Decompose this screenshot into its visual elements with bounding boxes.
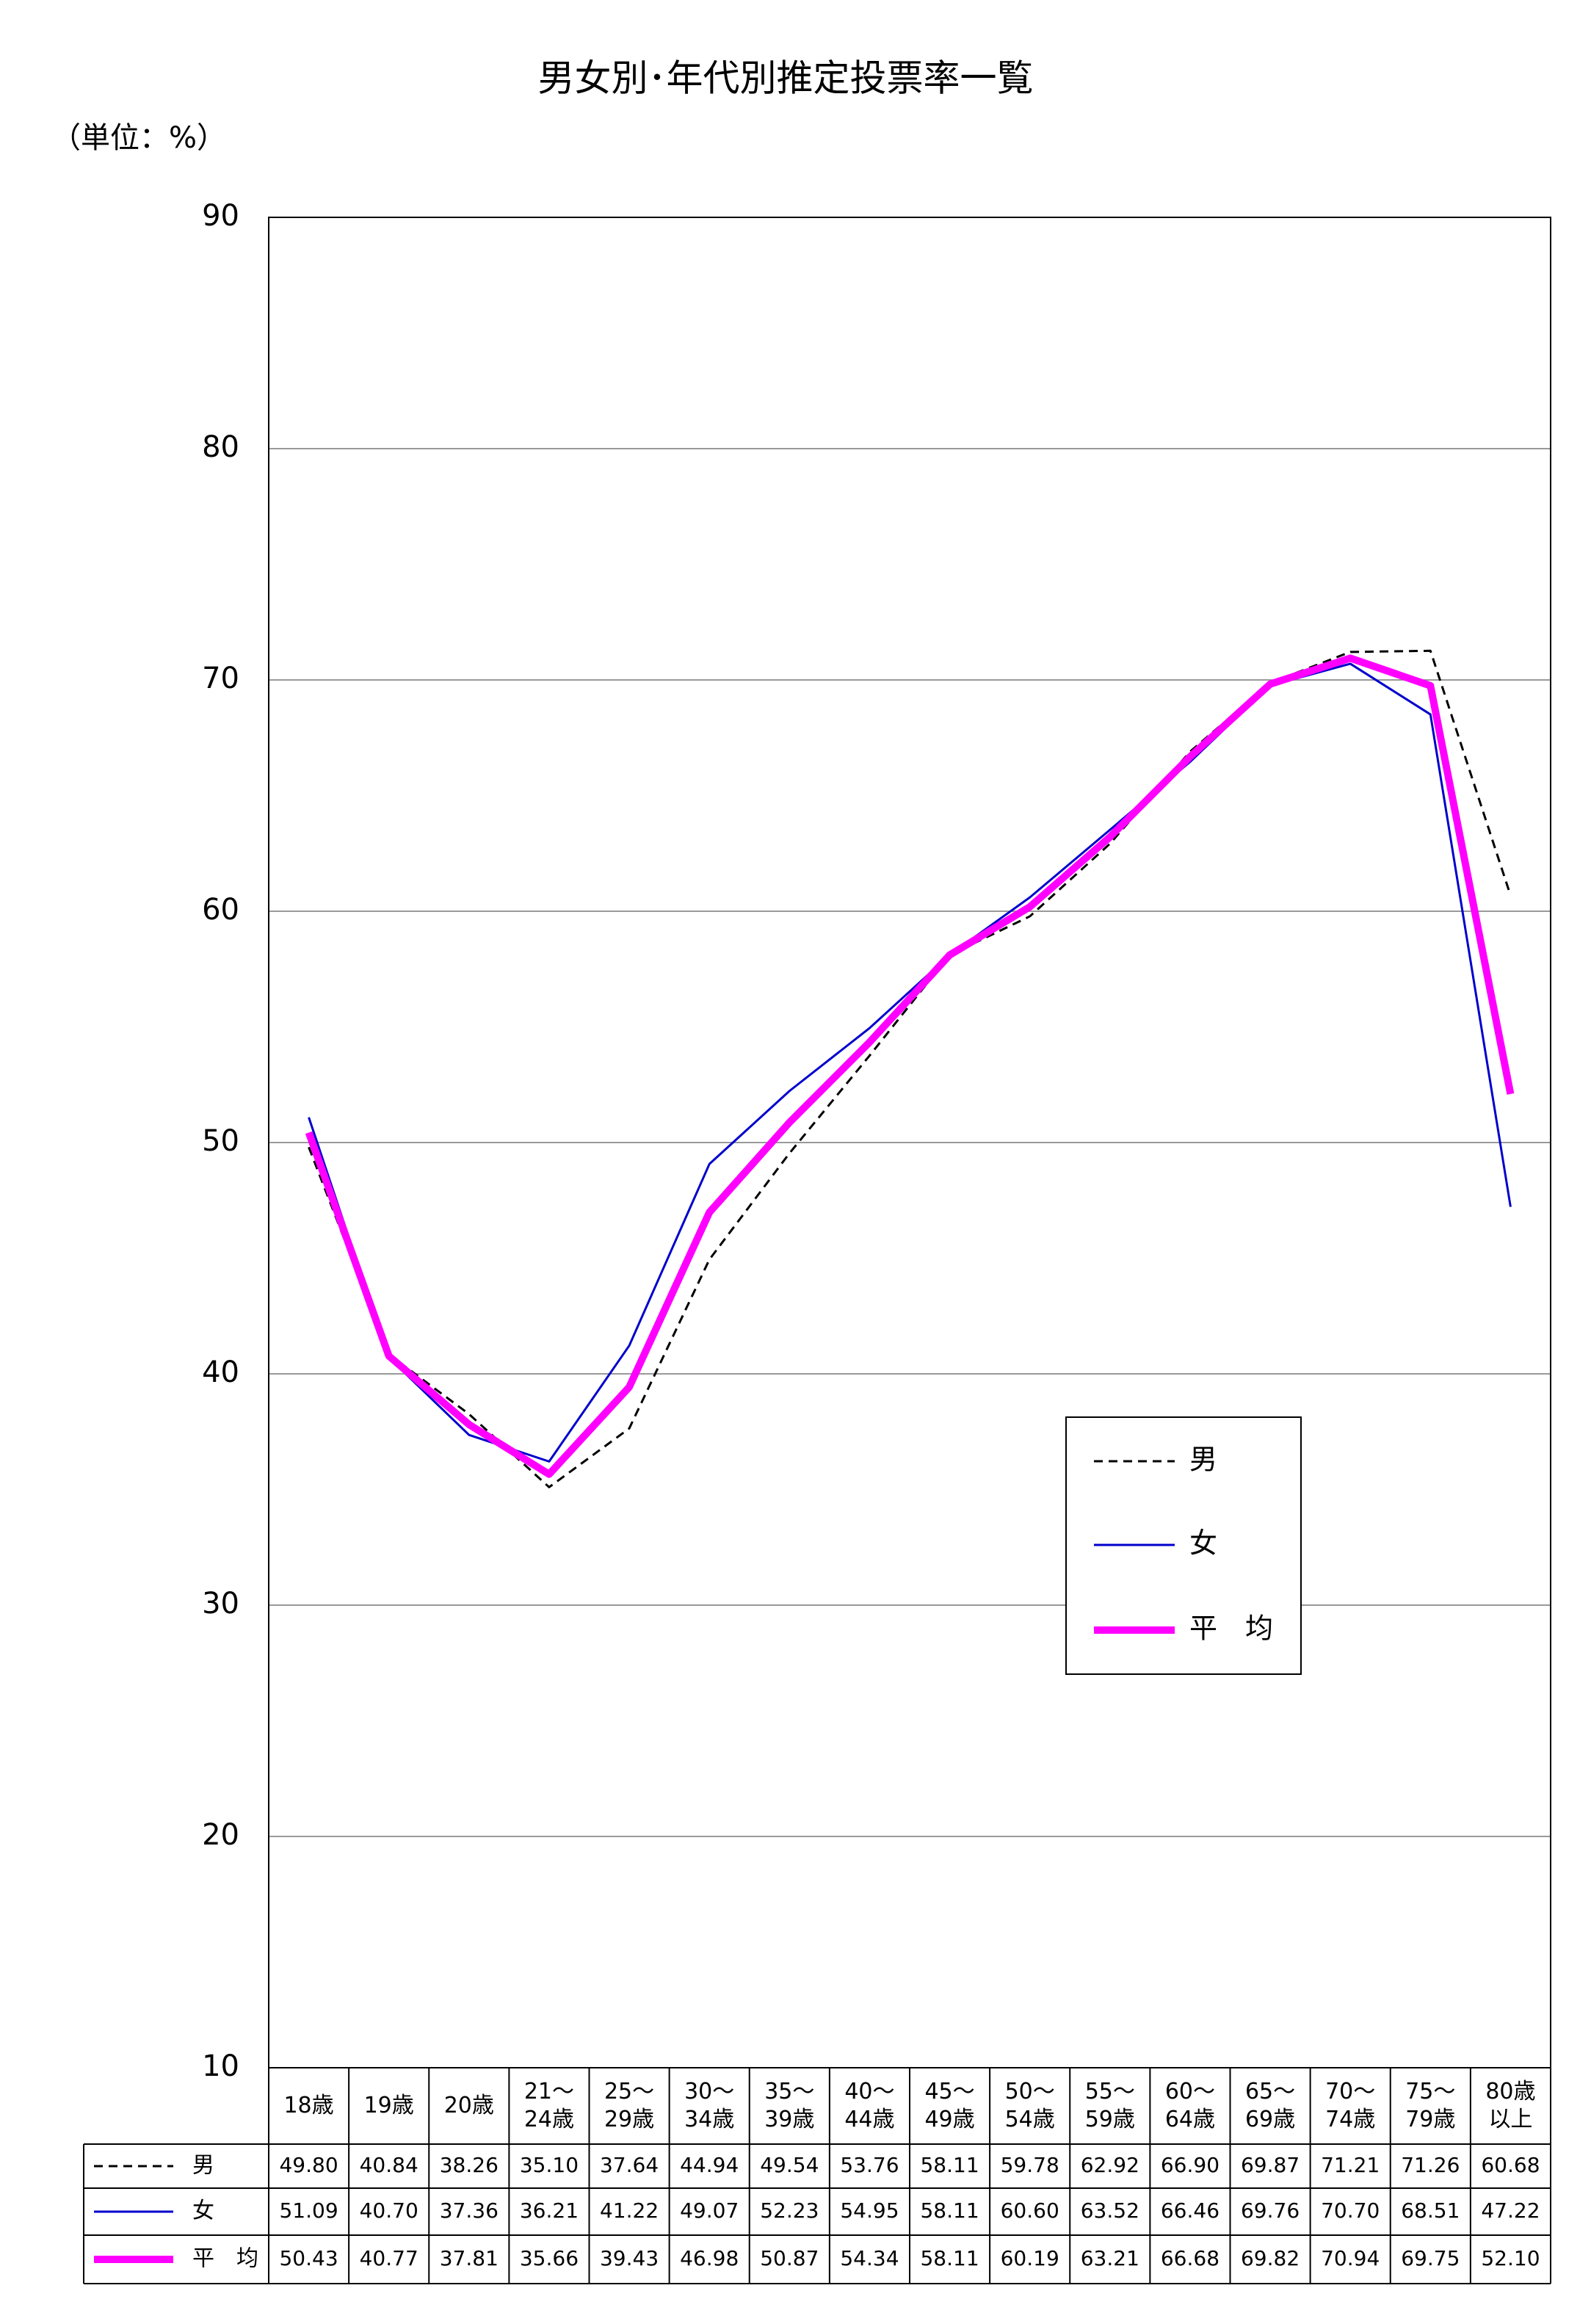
table-value: 54.95	[840, 2198, 899, 2223]
table-value: 49.07	[680, 2198, 739, 2223]
x-tick-label: 65～ 69歳	[1245, 2079, 1295, 2132]
table-value: 37.81	[440, 2246, 499, 2270]
table-value: 40.84	[360, 2153, 418, 2177]
x-tick-label: 21～ 24歳	[524, 2079, 574, 2132]
table-value: 50.87	[760, 2246, 819, 2270]
table-value: 36.21	[520, 2198, 579, 2223]
y-tick-label: 20	[202, 1818, 239, 1852]
table-value: 47.22	[1481, 2198, 1540, 2223]
table-value: 49.80	[279, 2153, 338, 2177]
table-value: 53.76	[840, 2153, 899, 2177]
table-value: 52.10	[1481, 2246, 1540, 2270]
x-tick-label: 75～ 79歳	[1405, 2079, 1455, 2132]
chart-title: 男女別･年代別推定投票率一覧	[538, 57, 1034, 100]
table-value: 66.68	[1161, 2246, 1219, 2270]
table-value: 60.60	[1001, 2198, 1059, 2223]
table-value: 63.52	[1081, 2198, 1139, 2223]
table-value: 51.09	[279, 2198, 338, 2223]
x-tick-label: 35～ 39歳	[764, 2079, 814, 2132]
table-value: 39.43	[600, 2246, 659, 2270]
table-value: 68.51	[1401, 2198, 1460, 2223]
table-value: 69.76	[1241, 2198, 1300, 2223]
x-tick-label: 40～ 44歳	[844, 2079, 894, 2132]
table-value: 44.94	[680, 2153, 739, 2177]
legend-label: 女	[1189, 1527, 1217, 1560]
x-tick-label: 45～ 49歳	[924, 2079, 974, 2132]
y-tick-label: 30	[202, 1587, 239, 1621]
table-value: 70.94	[1321, 2246, 1380, 2270]
table-value: 60.19	[1001, 2246, 1059, 2270]
table-value: 35.10	[520, 2153, 579, 2177]
table-value: 58.11	[920, 2198, 979, 2223]
table-value: 40.70	[360, 2198, 418, 2223]
table-value: 52.23	[760, 2198, 819, 2223]
x-tick-label: 20歳	[444, 2093, 494, 2118]
series-line	[305, 654, 1515, 1478]
table-value: 70.70	[1321, 2198, 1380, 2223]
table-value: 35.66	[520, 2246, 579, 2270]
table-value: 37.64	[600, 2153, 659, 2177]
table-value: 49.54	[760, 2153, 819, 2177]
table-series-name: 男	[192, 2153, 214, 2179]
table-value: 40.77	[360, 2246, 418, 2270]
unit-label: （単位：%）	[51, 121, 226, 155]
table-value: 37.36	[440, 2198, 499, 2223]
table-value: 71.21	[1321, 2153, 1380, 2177]
table-value: 46.98	[680, 2246, 739, 2270]
table-value: 58.11	[920, 2246, 979, 2270]
table-value: 71.26	[1401, 2153, 1460, 2177]
table-value: 38.26	[440, 2153, 499, 2177]
table-value: 58.11	[920, 2153, 979, 2177]
x-tick-label: 30～ 34歳	[684, 2079, 734, 2132]
x-tick-label: 70～ 74歳	[1325, 2079, 1375, 2132]
y-tick-label: 50	[202, 1124, 239, 1158]
table-value: 59.78	[1001, 2153, 1059, 2177]
legend-label: 平 均	[1189, 1612, 1273, 1645]
table-value: 60.68	[1481, 2153, 1540, 2177]
table-value: 62.92	[1081, 2153, 1139, 2177]
x-tick-label: 50～ 54歳	[1005, 2079, 1055, 2132]
table-value: 41.22	[600, 2198, 659, 2223]
x-tick-label: 55～ 59歳	[1085, 2079, 1135, 2132]
x-tick-label: 60～ 64歳	[1165, 2079, 1215, 2132]
table-value: 54.34	[840, 2246, 899, 2270]
table-series-name: 平 均	[192, 2246, 258, 2272]
table-series-name: 女	[192, 2198, 214, 2224]
table-value: 69.87	[1241, 2153, 1300, 2177]
y-tick-label: 70	[202, 662, 239, 695]
table-value: 69.75	[1401, 2246, 1460, 2270]
table-value: 66.90	[1161, 2153, 1219, 2177]
x-tick-label: 18歳	[283, 2093, 333, 2118]
series-line	[308, 649, 1512, 1488]
y-tick-label: 40	[202, 1355, 239, 1389]
x-tick-label: 80歳以上	[1485, 2079, 1535, 2132]
series-line	[308, 662, 1512, 1463]
y-tick-label: 80	[202, 430, 239, 464]
x-tick-label: 25～ 29歳	[604, 2079, 654, 2132]
y-tick-label: 60	[202, 893, 239, 927]
legend-label: 男	[1189, 1444, 1217, 1476]
x-tick-label: 19歳	[364, 2093, 414, 2118]
y-tick-label: 90	[202, 199, 239, 233]
table-value: 69.82	[1241, 2246, 1300, 2270]
table-value: 50.43	[279, 2246, 338, 2270]
y-tick-label: 10	[202, 2049, 239, 2083]
table-value: 63.21	[1081, 2246, 1139, 2270]
table-value: 66.46	[1161, 2198, 1219, 2223]
